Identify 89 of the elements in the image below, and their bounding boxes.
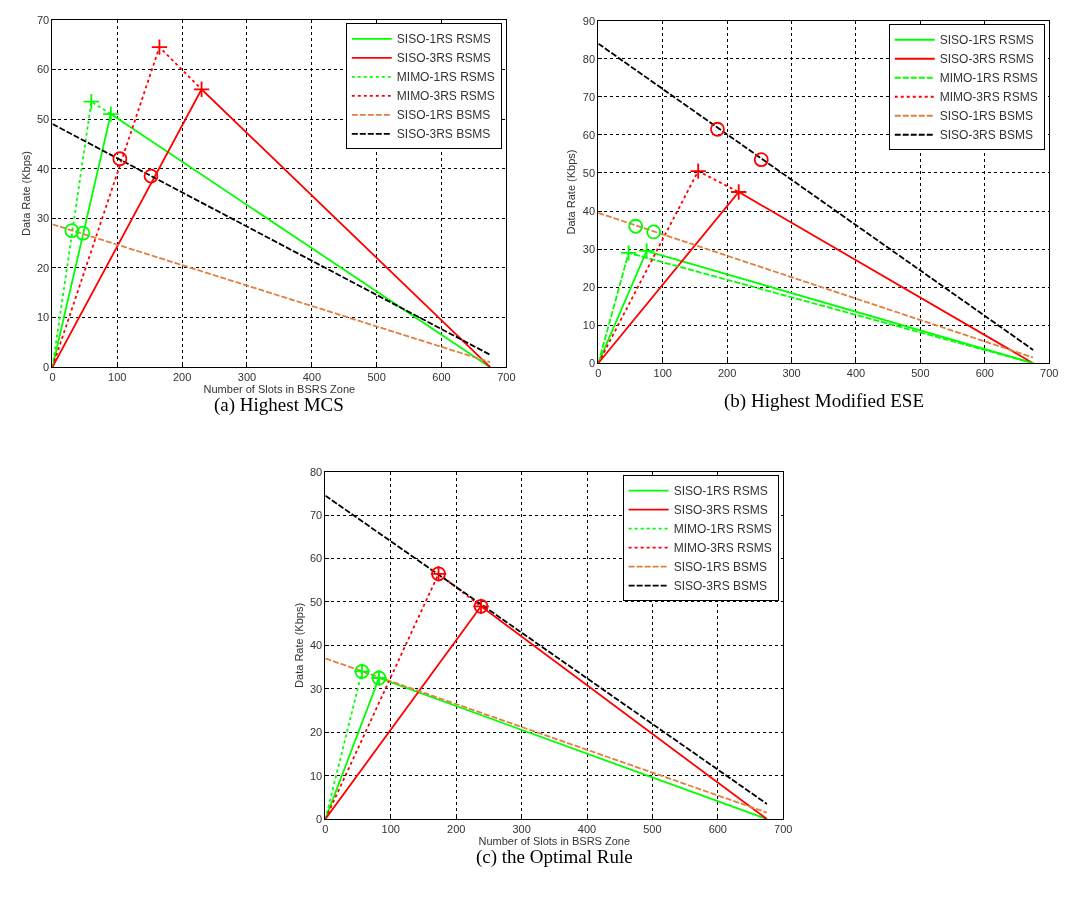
y-tick-label: 70 xyxy=(582,90,596,103)
legend-label: SISO-1RS RSMS xyxy=(939,33,1034,48)
x-tick-label: 700 xyxy=(497,371,516,384)
y-tick-label: 10 xyxy=(582,319,596,332)
x-tick-label: 700 xyxy=(774,823,793,836)
legend-label: MIMO-1RS RSMS xyxy=(673,522,772,537)
x-tick-label: 100 xyxy=(108,371,127,384)
legend-label: MIMO-3RS RSMS xyxy=(673,541,772,556)
x-tick-label: 600 xyxy=(432,371,451,384)
legend-label: SISO-3RS BSMS xyxy=(396,127,491,142)
x-tick-label: 500 xyxy=(367,371,386,384)
point xyxy=(102,105,120,123)
text: (b) Highest Modified ESE xyxy=(724,390,925,412)
y-tick-label: 90 xyxy=(582,14,596,27)
y-axis-title: Data Rate (Kbps) xyxy=(19,150,32,236)
point xyxy=(150,38,169,56)
x-tick-label: 400 xyxy=(846,367,866,380)
point xyxy=(64,223,80,239)
y-tick-label: 10 xyxy=(309,769,323,782)
point xyxy=(646,224,662,240)
legend-label: SISO-1RS BSMS xyxy=(673,560,767,575)
point xyxy=(730,183,748,201)
point xyxy=(75,225,91,241)
point xyxy=(143,168,159,184)
text: (c) the Optimal Rule xyxy=(476,846,633,868)
x-tick-label: 300 xyxy=(512,823,531,836)
x-axis-title: Number of Slots in BSRS Zone xyxy=(203,383,356,396)
x-tick-label: 400 xyxy=(577,823,597,836)
x-tick-label: 100 xyxy=(653,367,672,380)
y-tick-label: 50 xyxy=(582,166,596,179)
y-tick-label: 70 xyxy=(309,509,323,522)
legend-label: MIMO-1RS RSMS xyxy=(396,70,495,85)
y-tick-label: 10 xyxy=(36,311,50,324)
legend-label: SISO-1RS BSMS xyxy=(396,108,491,123)
y-tick-label: 60 xyxy=(309,552,323,565)
y-tick-label: 60 xyxy=(36,63,50,76)
legend-label: SISO-1RS RSMS xyxy=(673,484,768,499)
x-tick-label: 700 xyxy=(1040,367,1059,380)
y-tick-label: 80 xyxy=(309,465,323,478)
point xyxy=(638,242,656,260)
y-tick-label: 50 xyxy=(36,112,50,125)
point xyxy=(689,162,707,180)
x-axis-title: Number of Slots in BSRS Zone xyxy=(478,835,631,848)
legend-label: MIMO-1RS RSMS xyxy=(939,71,1038,86)
y-tick-label: 40 xyxy=(36,162,50,175)
y-tick-label: 0 xyxy=(588,357,596,370)
x-tick-label: 600 xyxy=(975,367,994,380)
legend-label: MIMO-3RS RSMS xyxy=(939,90,1038,105)
legend-label: SISO-1RS RSMS xyxy=(396,32,491,47)
legend-label: SISO-3RS RSMS xyxy=(396,51,491,66)
x-tick-label: 200 xyxy=(172,371,192,384)
x-tick-label: 300 xyxy=(782,367,801,380)
x-tick-label: 300 xyxy=(237,371,257,384)
y-tick-label: 30 xyxy=(36,212,50,225)
point xyxy=(192,80,211,98)
point xyxy=(628,218,644,234)
x-tick-label: 200 xyxy=(447,823,466,836)
point xyxy=(82,93,100,111)
y-tick-label: 20 xyxy=(582,280,596,293)
point xyxy=(112,151,128,167)
y-tick-label: 40 xyxy=(309,639,323,652)
legend-label: SISO-1RS BSMS xyxy=(939,109,1034,124)
legend-label: SISO-3RS BSMS xyxy=(673,579,767,594)
point xyxy=(710,121,725,137)
x-tick-label: 500 xyxy=(643,823,662,836)
x-tick-label: 200 xyxy=(717,367,737,380)
text: (a) Highest MCS xyxy=(214,394,344,416)
y-axis-title: Data Rate (Kbps) xyxy=(565,149,578,235)
legend-label: MIMO-3RS RSMS xyxy=(396,89,495,104)
y-tick-label: 20 xyxy=(309,726,323,739)
x-tick-label: 500 xyxy=(911,367,930,380)
legend-label: SISO-3RS BSMS xyxy=(939,128,1034,143)
y-tick-label: 40 xyxy=(582,204,596,217)
y-tick-label: 0 xyxy=(316,812,323,825)
y-tick-label: 20 xyxy=(36,261,50,274)
y-tick-label: 30 xyxy=(582,242,596,255)
y-tick-label: 70 xyxy=(36,13,50,26)
legend-label: SISO-3RS RSMS xyxy=(939,52,1034,67)
legend-label: SISO-3RS RSMS xyxy=(673,503,768,518)
y-tick-label: 30 xyxy=(309,682,323,695)
point xyxy=(619,244,638,262)
point xyxy=(753,152,769,168)
y-axis-title: Data Rate (Kbps) xyxy=(292,602,305,688)
x-tick-label: 100 xyxy=(381,823,400,836)
y-tick-label: 60 xyxy=(582,128,596,141)
y-tick-label: 50 xyxy=(309,595,323,608)
x-tick-label: 600 xyxy=(708,823,727,836)
y-tick-label: 80 xyxy=(582,52,596,65)
x-tick-label: 400 xyxy=(302,371,321,384)
